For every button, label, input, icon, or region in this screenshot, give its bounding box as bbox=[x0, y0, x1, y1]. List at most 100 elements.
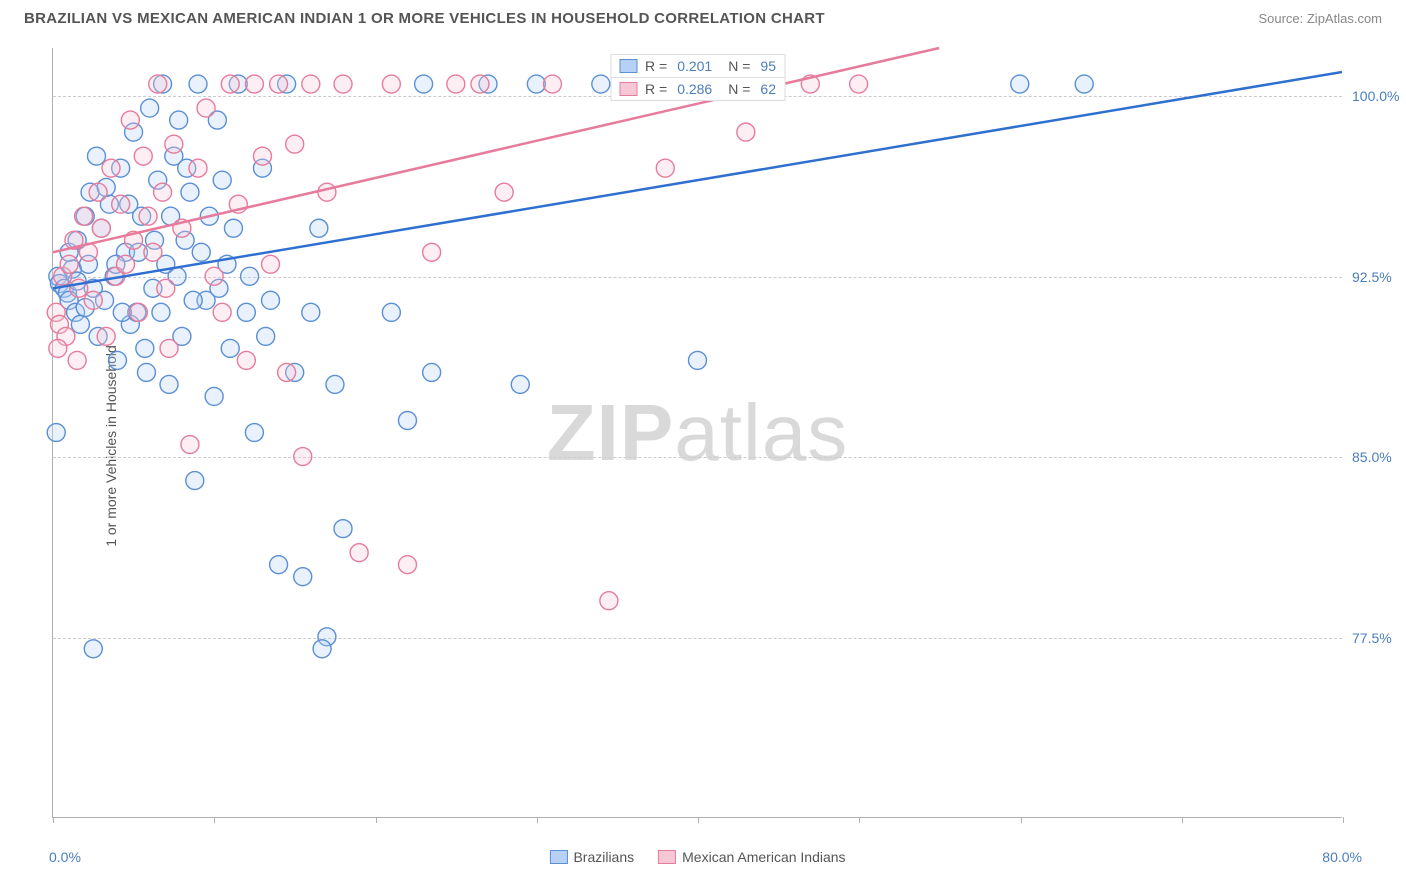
data-point bbox=[350, 544, 368, 562]
data-point bbox=[334, 75, 352, 93]
data-point bbox=[334, 520, 352, 538]
data-point bbox=[213, 303, 231, 321]
data-point bbox=[121, 111, 139, 129]
data-point bbox=[75, 207, 93, 225]
data-point bbox=[160, 375, 178, 393]
data-point bbox=[398, 411, 416, 429]
trend-line bbox=[53, 48, 939, 252]
legend-swatch-0 bbox=[549, 850, 567, 864]
data-point bbox=[237, 351, 255, 369]
data-point bbox=[850, 75, 868, 93]
data-point bbox=[543, 75, 561, 93]
data-point bbox=[423, 363, 441, 381]
legend-swatch-blue bbox=[619, 59, 637, 73]
data-point bbox=[313, 640, 331, 658]
data-point bbox=[186, 472, 204, 490]
data-point bbox=[270, 556, 288, 574]
data-point bbox=[382, 75, 400, 93]
y-tick-label: 77.5% bbox=[1352, 630, 1406, 646]
data-point bbox=[326, 375, 344, 393]
data-point bbox=[47, 424, 65, 442]
data-point bbox=[447, 75, 465, 93]
x-tick-label-min: 0.0% bbox=[49, 849, 81, 865]
data-point bbox=[97, 327, 115, 345]
data-point bbox=[137, 363, 155, 381]
n-value-0: 95 bbox=[760, 58, 776, 74]
data-point bbox=[84, 640, 102, 658]
correlation-legend: R =0.201 N =95 R =0.286 N =62 bbox=[610, 54, 785, 101]
data-point bbox=[113, 303, 131, 321]
data-point bbox=[294, 568, 312, 586]
chart-area: ZIPatlas 77.5%85.0%92.5%100.0% R =0.201 … bbox=[52, 48, 1342, 818]
legend-swatch-pink bbox=[619, 82, 637, 96]
data-point bbox=[149, 75, 167, 93]
data-point bbox=[310, 219, 328, 237]
data-point bbox=[262, 255, 280, 273]
scatter-plot bbox=[53, 48, 1342, 817]
legend-item-0: Brazilians bbox=[549, 849, 634, 865]
data-point bbox=[92, 219, 110, 237]
data-point bbox=[165, 135, 183, 153]
source-label: Source: ZipAtlas.com bbox=[1258, 11, 1382, 26]
data-point bbox=[205, 387, 223, 405]
data-point bbox=[302, 75, 320, 93]
data-point bbox=[302, 303, 320, 321]
data-point bbox=[129, 303, 147, 321]
data-point bbox=[89, 183, 107, 201]
y-tick-label: 92.5% bbox=[1352, 269, 1406, 285]
data-point bbox=[170, 111, 188, 129]
data-point bbox=[213, 171, 231, 189]
data-point bbox=[160, 339, 178, 357]
data-point bbox=[84, 291, 102, 309]
data-point bbox=[224, 219, 242, 237]
data-point bbox=[382, 303, 400, 321]
series-legend: Brazilians Mexican American Indians bbox=[549, 849, 845, 865]
data-point bbox=[221, 339, 239, 357]
legend-item-1: Mexican American Indians bbox=[658, 849, 845, 865]
legend-swatch-1 bbox=[658, 850, 676, 864]
data-point bbox=[221, 75, 239, 93]
data-point bbox=[205, 267, 223, 285]
data-point bbox=[108, 351, 126, 369]
data-point bbox=[1011, 75, 1029, 93]
data-point bbox=[527, 75, 545, 93]
data-point bbox=[318, 183, 336, 201]
data-point bbox=[294, 448, 312, 466]
data-point bbox=[241, 267, 259, 285]
data-point bbox=[181, 436, 199, 454]
data-point bbox=[253, 147, 271, 165]
data-point bbox=[192, 243, 210, 261]
chart-title: BRAZILIAN VS MEXICAN AMERICAN INDIAN 1 O… bbox=[24, 10, 825, 27]
data-point bbox=[423, 243, 441, 261]
data-point bbox=[60, 255, 78, 273]
data-point bbox=[117, 255, 135, 273]
data-point bbox=[112, 195, 130, 213]
n-value-1: 62 bbox=[760, 81, 776, 97]
data-point bbox=[88, 147, 106, 165]
data-point bbox=[189, 75, 207, 93]
data-point bbox=[152, 303, 170, 321]
data-point bbox=[689, 351, 707, 369]
legend-label-1: Mexican American Indians bbox=[682, 849, 845, 865]
data-point bbox=[495, 183, 513, 201]
r-value-1: 0.286 bbox=[677, 81, 712, 97]
data-point bbox=[471, 75, 489, 93]
data-point bbox=[189, 159, 207, 177]
data-point bbox=[141, 99, 159, 117]
data-point bbox=[154, 183, 172, 201]
y-tick-label: 85.0% bbox=[1352, 449, 1406, 465]
data-point bbox=[262, 291, 280, 309]
data-point bbox=[144, 243, 162, 261]
data-point bbox=[134, 147, 152, 165]
header: BRAZILIAN VS MEXICAN AMERICAN INDIAN 1 O… bbox=[0, 0, 1406, 33]
r-value-0: 0.201 bbox=[677, 58, 712, 74]
correlation-legend-row-0: R =0.201 N =95 bbox=[610, 54, 785, 78]
data-point bbox=[737, 123, 755, 141]
data-point bbox=[592, 75, 610, 93]
legend-label-0: Brazilians bbox=[573, 849, 634, 865]
data-point bbox=[139, 207, 157, 225]
data-point bbox=[49, 339, 67, 357]
data-point bbox=[398, 556, 416, 574]
data-point bbox=[197, 99, 215, 117]
data-point bbox=[237, 303, 255, 321]
